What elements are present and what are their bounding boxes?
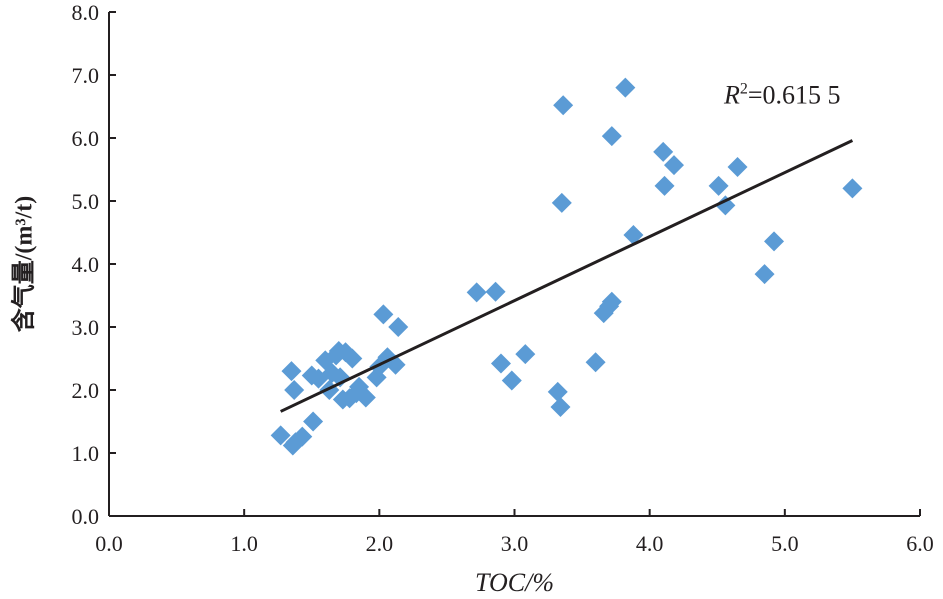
x-tick-label: 4.0 bbox=[636, 531, 664, 556]
x-tick-label: 3.0 bbox=[501, 531, 529, 556]
y-tick-label: 8.0 bbox=[72, 0, 100, 25]
data-point bbox=[623, 225, 644, 246]
data-point bbox=[754, 264, 775, 285]
x-tick-label: 0.0 bbox=[95, 531, 123, 556]
x-tick-label: 6.0 bbox=[906, 531, 934, 556]
data-point bbox=[515, 344, 536, 365]
y-axis-title: 含气量/(m³/t) bbox=[10, 196, 38, 333]
data-point bbox=[490, 353, 511, 374]
y-tick-label: 6.0 bbox=[72, 126, 100, 151]
data-point bbox=[708, 175, 729, 196]
y-tick-label: 1.0 bbox=[72, 441, 100, 466]
r-exponent: 2 bbox=[740, 80, 748, 97]
data-point bbox=[281, 361, 302, 382]
data-point bbox=[547, 381, 568, 402]
data-point bbox=[553, 95, 574, 116]
data-point bbox=[292, 426, 313, 447]
data-point bbox=[501, 370, 522, 391]
r-squared-annotation: R2=0.615 5 bbox=[723, 80, 841, 109]
data-point bbox=[551, 192, 572, 213]
r-squared-value: =0.615 5 bbox=[748, 80, 841, 109]
data-point bbox=[727, 156, 748, 177]
y-tick-label: 5.0 bbox=[72, 189, 100, 214]
data-point bbox=[373, 304, 394, 325]
x-tick-label: 5.0 bbox=[771, 531, 799, 556]
data-point bbox=[654, 175, 675, 196]
x-axis-title: TOC/% bbox=[475, 568, 554, 597]
data-point bbox=[284, 380, 305, 400]
x-tick-label: 1.0 bbox=[230, 531, 258, 556]
data-point bbox=[601, 126, 622, 147]
data-point bbox=[715, 195, 736, 216]
data-point bbox=[303, 411, 324, 432]
data-point bbox=[585, 352, 606, 373]
r-label: R bbox=[723, 80, 740, 109]
data-point bbox=[550, 397, 571, 418]
y-tick-label: 2.0 bbox=[72, 378, 100, 403]
data-point bbox=[388, 317, 409, 337]
data-point bbox=[342, 348, 363, 369]
data-point bbox=[653, 141, 674, 162]
data-point bbox=[601, 291, 622, 312]
y-tick-group: 0.0 1.0 2.0 3.0 4.0 5.0 6.0 7.0 8.0 bbox=[72, 0, 116, 529]
y-tick-label: 3.0 bbox=[72, 315, 100, 340]
data-point bbox=[485, 281, 506, 302]
trend-line bbox=[280, 139, 854, 413]
data-point bbox=[466, 282, 487, 303]
data-point bbox=[842, 178, 863, 199]
x-tick-group: 0.0 1.0 2.0 3.0 4.0 5.0 6.0 bbox=[95, 509, 934, 556]
y-tick-label: 0.0 bbox=[72, 504, 100, 529]
y-tick-label: 7.0 bbox=[72, 63, 100, 88]
data-point bbox=[764, 231, 785, 252]
y-tick-label: 4.0 bbox=[72, 252, 100, 277]
data-point bbox=[663, 155, 684, 176]
data-point bbox=[355, 387, 376, 408]
data-point bbox=[615, 77, 636, 98]
data-point bbox=[270, 425, 291, 446]
x-tick-label: 2.0 bbox=[366, 531, 394, 556]
data-points bbox=[270, 77, 863, 456]
